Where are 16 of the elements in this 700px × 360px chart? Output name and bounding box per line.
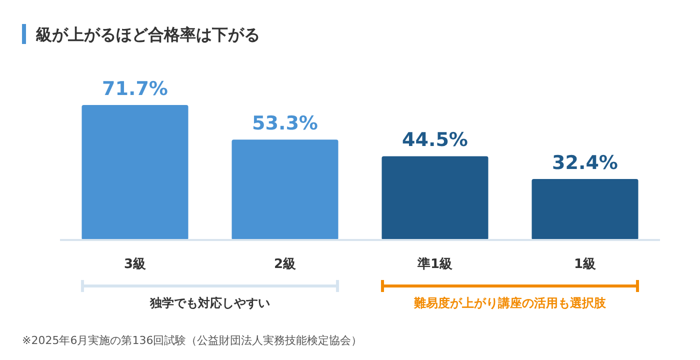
text: ※2025年6月実施の第136回試験（公益財団法人実務技能検定協会） (22, 334, 362, 347)
x-tick-label: 3級 (124, 257, 148, 272)
bar (232, 140, 338, 240)
chart-title: 級が上がるほど合格率は下がる (35, 25, 260, 44)
data-label: 71.7% (102, 78, 168, 100)
data-label: 32.4% (552, 152, 618, 174)
bar (382, 156, 488, 240)
x-tick-label: 準1級 (416, 257, 454, 272)
data-label: 53.3% (252, 112, 318, 135)
text: 難易度が上がり講座の活用も選択肢 (413, 296, 607, 310)
text: 独学でも対応しやすい (149, 296, 270, 310)
bar (82, 105, 188, 240)
x-tick-label: 1級 (574, 257, 598, 272)
x-tick-label: 2級 (274, 257, 298, 272)
data-label: 44.5% (402, 129, 468, 152)
bar (532, 178, 638, 240)
